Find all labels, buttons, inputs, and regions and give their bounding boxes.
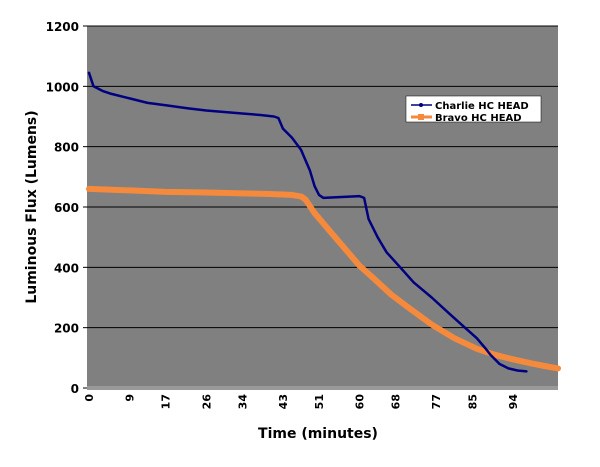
- x-tick-label: 17: [160, 394, 173, 409]
- y-tick-label: 0: [71, 382, 79, 396]
- x-tick-label: 9: [124, 394, 137, 402]
- x-axis-label: Time (minutes): [258, 426, 378, 442]
- y-axis-label: Luminous Flux (Lumens): [24, 110, 40, 303]
- x-tick-label: 0: [83, 394, 96, 402]
- legend-label: Bravo HC HEAD: [435, 113, 522, 124]
- legend-marker: [418, 114, 424, 120]
- legend-marker: [419, 103, 423, 107]
- legend-label: Charlie HC HEAD: [435, 101, 529, 112]
- x-tick-label: 60: [354, 394, 367, 410]
- y-tick-label: 1000: [46, 80, 79, 94]
- x-tick-label: 85: [466, 394, 479, 409]
- x-tick-label: 51: [313, 394, 326, 409]
- series-line-bravo: [86, 185, 561, 372]
- y-tick-label: 800: [54, 141, 79, 155]
- y-tick-label: 600: [54, 201, 79, 215]
- y-tick-label: 400: [54, 261, 79, 275]
- series-line-charlie: [87, 71, 528, 373]
- x-tick-label: 94: [507, 394, 520, 410]
- x-tick-label: 68: [390, 394, 403, 409]
- y-tick-label: 200: [54, 322, 79, 336]
- x-tick-label: 43: [277, 394, 290, 409]
- x-tick-label: 34: [236, 394, 249, 410]
- y-tick-label: 1200: [46, 20, 79, 34]
- x-tick-label: 26: [200, 394, 213, 410]
- x-tick-label: 77: [430, 394, 443, 409]
